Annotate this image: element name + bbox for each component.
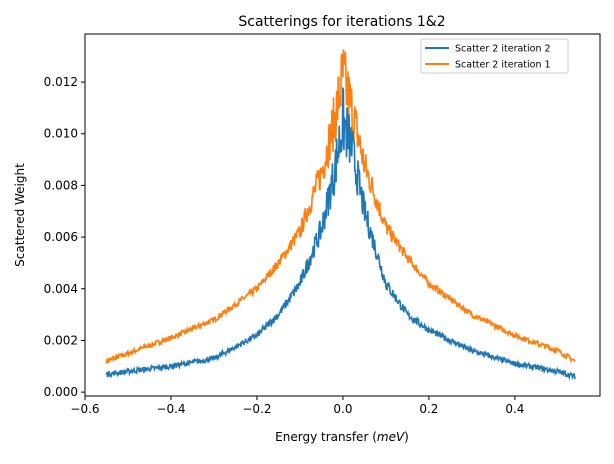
legend: Scatter 2 iteration 2 Scatter 2 iteratio… bbox=[420, 38, 569, 74]
legend-label-iteration-2: Scatter 2 iteration 2 bbox=[455, 44, 551, 55]
y-tick-label: 0.000 bbox=[44, 385, 78, 399]
chart-title: Scatterings for iterations 1&2 bbox=[238, 14, 445, 30]
x-tick-label: −0.4 bbox=[156, 402, 185, 416]
x-axis: −0.6 −0.4 −0.2 0.0 0.2 0.4 bbox=[70, 396, 524, 416]
y-tick-label: 0.010 bbox=[44, 127, 78, 141]
y-axis: 0.000 0.002 0.004 0.006 0.008 0.010 0.012 bbox=[44, 75, 85, 399]
plot-lines bbox=[105, 49, 576, 381]
x-tick-label: 0.0 bbox=[333, 402, 352, 416]
y-tick-label: 0.006 bbox=[44, 230, 78, 244]
y-tick-label: 0.004 bbox=[44, 282, 78, 296]
x-tick-label: 0.4 bbox=[505, 402, 524, 416]
x-tick-label: −0.2 bbox=[242, 402, 271, 416]
x-axis-label-text: Energy transfer ( bbox=[275, 430, 377, 444]
x-axis-label-unit: meV bbox=[377, 430, 405, 444]
series-line-iteration-2 bbox=[105, 86, 576, 381]
y-tick-label: 0.002 bbox=[44, 333, 78, 347]
y-tick-label: 0.012 bbox=[44, 75, 78, 89]
series-line-iteration-1 bbox=[105, 49, 576, 364]
x-tick-label: −0.6 bbox=[70, 402, 99, 416]
y-tick-label: 0.008 bbox=[44, 178, 78, 192]
legend-box bbox=[420, 38, 569, 74]
legend-label-iteration-1: Scatter 2 iteration 1 bbox=[455, 60, 551, 71]
plot-frame bbox=[84, 33, 601, 397]
x-tick-label: 0.2 bbox=[419, 402, 438, 416]
y-axis-label: Scattered Weight bbox=[13, 163, 27, 267]
x-axis-label: Energy transfer (meV) bbox=[275, 430, 409, 444]
x-axis-label-close: ) bbox=[404, 430, 409, 444]
